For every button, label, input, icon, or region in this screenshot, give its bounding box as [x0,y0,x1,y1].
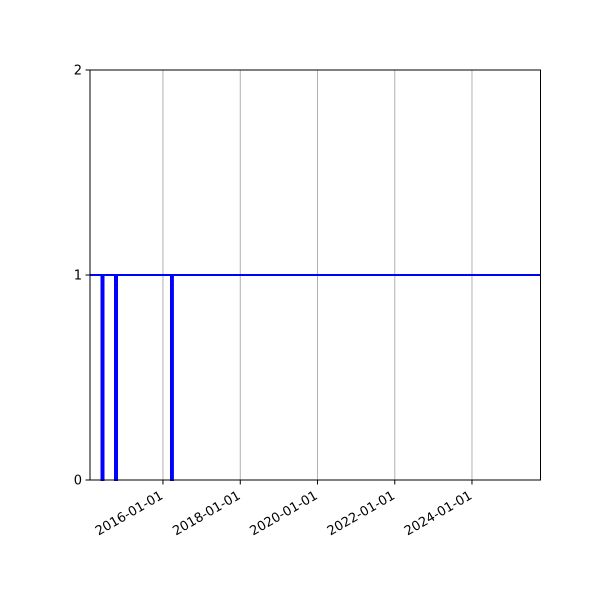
x-tick-label: 2018-01-01 [170,488,243,539]
y-tick-label: 0 [74,474,82,489]
y-tick-label: 1 [74,269,82,284]
series-line [90,274,541,481]
x-tick-label: 2022-01-01 [325,488,398,539]
y-tick-label: 2 [74,64,82,79]
x-tick-label: 2024-01-01 [402,488,475,539]
x-tick-label: 2016-01-01 [93,488,166,539]
x-tick-label: 2020-01-01 [248,488,321,539]
